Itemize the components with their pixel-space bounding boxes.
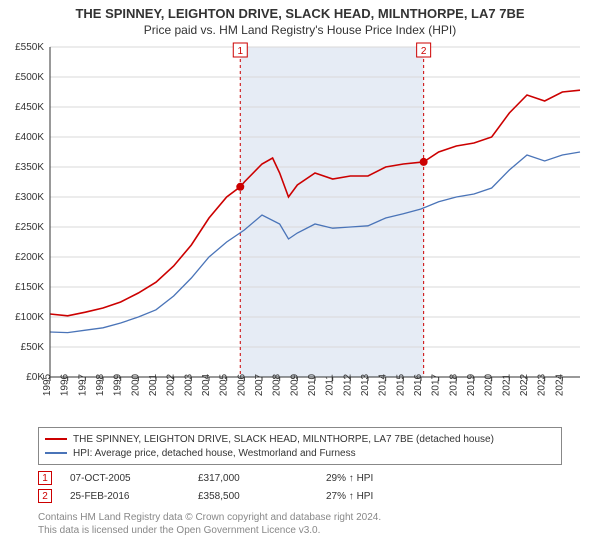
title-line1: THE SPINNEY, LEIGHTON DRIVE, SLACK HEAD,… [0, 6, 600, 21]
title-line2: Price paid vs. HM Land Registry's House … [0, 23, 600, 37]
sale-price: £358,500 [198, 491, 308, 502]
sale-date: 25-FEB-2016 [70, 491, 180, 502]
sale-date: 07-OCT-2005 [70, 473, 180, 484]
chart-svg: £0K£50K£100K£150K£200K£250K£300K£350K£40… [0, 41, 600, 421]
license-text: Contains HM Land Registry data © Crown c… [38, 511, 562, 537]
legend-swatch [45, 452, 67, 454]
y-tick-label: £500K [15, 72, 44, 83]
sale-marker-number: 1 [237, 46, 243, 57]
y-tick-label: £50K [21, 342, 45, 353]
y-tick-label: £200K [15, 252, 44, 263]
legend-row: HPI: Average price, detached house, West… [45, 446, 555, 460]
sale-delta: 27% ↑ HPI [326, 491, 436, 502]
sale-marker-badge: 2 [38, 489, 52, 503]
sale-marker-number: 2 [421, 46, 427, 57]
price-chart: £0K£50K£100K£150K£200K£250K£300K£350K£40… [0, 41, 600, 421]
y-tick-label: £300K [15, 192, 44, 203]
sale-delta: 29% ↑ HPI [326, 473, 436, 484]
shaded-band [240, 47, 423, 377]
y-tick-label: £350K [15, 162, 44, 173]
sale-marker-dot [236, 183, 244, 191]
y-tick-label: £250K [15, 222, 44, 233]
legend-swatch [45, 438, 67, 440]
y-tick-label: £400K [15, 132, 44, 143]
legend-label: HPI: Average price, detached house, West… [73, 448, 356, 459]
y-tick-label: £550K [15, 42, 44, 53]
chart-title-block: THE SPINNEY, LEIGHTON DRIVE, SLACK HEAD,… [0, 0, 600, 37]
legend-label: THE SPINNEY, LEIGHTON DRIVE, SLACK HEAD,… [73, 434, 494, 445]
y-tick-label: £450K [15, 102, 44, 113]
y-tick-label: £150K [15, 282, 44, 293]
sale-row: 1 07-OCT-2005 £317,000 29% ↑ HPI [38, 469, 562, 487]
legend-row: THE SPINNEY, LEIGHTON DRIVE, SLACK HEAD,… [45, 432, 555, 446]
sale-price: £317,000 [198, 473, 308, 484]
chart-footer: 1 07-OCT-2005 £317,000 29% ↑ HPI 2 25-FEB-201… [38, 469, 562, 537]
sale-marker-dot [420, 158, 428, 166]
y-tick-label: £100K [15, 312, 44, 323]
chart-legend: THE SPINNEY, LEIGHTON DRIVE, SLACK HEAD,… [38, 427, 562, 465]
sale-marker-badge: 1 [38, 471, 52, 485]
sale-row: 2 25-FEB-2016 £358,500 27% ↑ HPI [38, 487, 562, 505]
